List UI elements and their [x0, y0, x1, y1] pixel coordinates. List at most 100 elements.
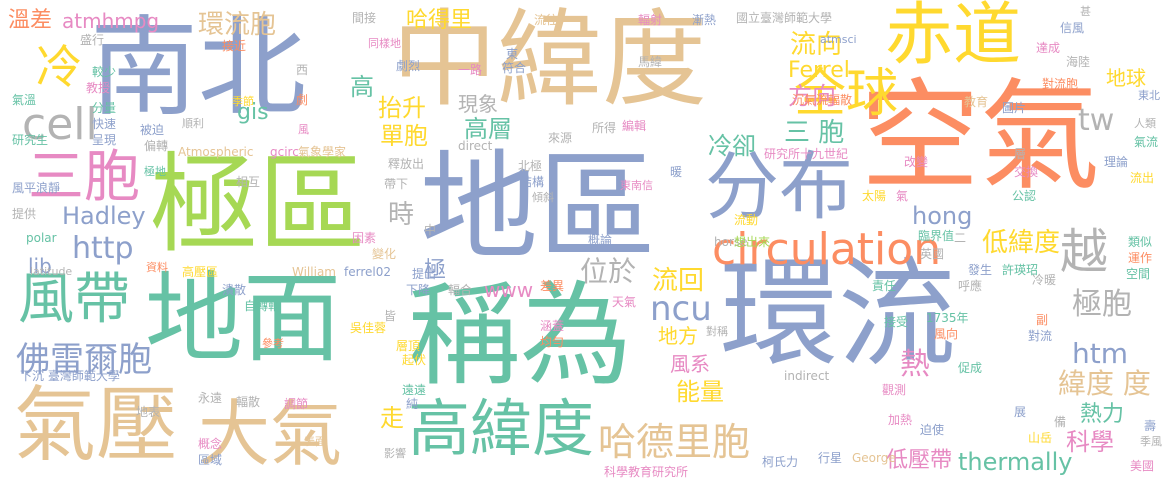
- word-cucheng: 促成: [958, 361, 983, 375]
- word-julie: 劇烈: [396, 59, 421, 73]
- word-wencha: 溫差: [8, 8, 53, 33]
- word-bianhua: 變化: [372, 247, 397, 261]
- word-atmsci: atmsci: [820, 33, 857, 46]
- word-www: www: [484, 278, 534, 302]
- word-thermally: thermally: [958, 448, 1073, 476]
- word-gcirc: gcirc: [270, 145, 299, 159]
- word-gaoyaqu: 高壓區: [182, 265, 219, 279]
- word-kuaisu: 快速: [92, 117, 117, 131]
- word-ju: 劇: [296, 93, 309, 107]
- word-qingxie: 傾斜: [532, 191, 554, 204]
- word-weidudu: 緯度 度: [1058, 367, 1151, 400]
- word-liuxiang: 流向: [790, 30, 843, 60]
- word-george: George: [852, 451, 896, 465]
- word-jiaoyu: 教育: [964, 95, 989, 109]
- word-kuisan: 潰散: [222, 283, 247, 297]
- word-hadeli: 哈得里: [406, 8, 473, 33]
- word-duiliu: 對流: [1028, 329, 1053, 343]
- word-duiliubao: 對流胞: [1042, 77, 1079, 91]
- word-bianji: 編輯: [622, 119, 647, 133]
- word-yilu: 一路: [458, 63, 483, 77]
- word-jieshou: 接受: [884, 315, 909, 329]
- word-jifeng: 季風: [1140, 435, 1162, 448]
- word-zhong: 中: [424, 223, 437, 237]
- word-1735: 1735年: [926, 311, 969, 325]
- word-jie: 皆: [384, 309, 397, 323]
- word-xi: 西: [296, 63, 309, 77]
- word-kongjian: 空間: [1126, 267, 1151, 281]
- word-jiaoshao: 較少: [92, 65, 117, 79]
- word-jiaoshou: 教授: [86, 81, 111, 95]
- word-diyadai: 低壓帶: [886, 448, 953, 473]
- word-xianghu: 相互: [236, 175, 261, 189]
- word-sanbao: 三胞: [28, 145, 140, 210]
- word-tigong: 提供: [12, 207, 37, 221]
- word-fushe: 輻射: [638, 13, 663, 27]
- word-ji: 極: [424, 258, 447, 283]
- word-jiaohuan: 交換: [1014, 165, 1039, 179]
- word-jidi: 極地: [144, 165, 166, 178]
- word-jijie: 季節: [232, 95, 254, 108]
- word-lib: lib: [28, 254, 52, 278]
- word-yanjiusheng: 研究生: [12, 133, 49, 147]
- word-indirect: indirect: [784, 369, 830, 383]
- word-fengdai: 風帶: [18, 267, 130, 332]
- word-chengxian: 呈現: [92, 133, 117, 147]
- word-er: 二: [954, 231, 967, 245]
- word-tongyangdi: 同樣地: [368, 37, 401, 50]
- word-qifu: 起伏: [402, 353, 427, 367]
- word-circulation: circulation: [712, 224, 942, 275]
- word-sanbao2: 三 胞: [784, 118, 845, 148]
- word-yongyuan: 永遠: [198, 391, 223, 405]
- word-leisi: 類似: [1128, 235, 1153, 249]
- word-zhan: 展: [1014, 405, 1027, 419]
- word-liuchu: 流出: [1130, 171, 1155, 185]
- word-chun: 純: [406, 397, 419, 411]
- word-danbao: 單胞: [380, 122, 428, 150]
- word-laiyuan: 來源: [548, 131, 573, 145]
- word-huying: 呼應: [958, 279, 983, 293]
- word-yingguo: 英國: [920, 247, 945, 261]
- word-tichu: 提出: [412, 267, 437, 281]
- word-gailun: 概論: [588, 233, 613, 247]
- word-hadley: Hadley: [62, 202, 146, 230]
- word-xiachen: 下沉 臺灣師範大學: [20, 369, 120, 383]
- word-zhongweidu: 中緯度: [392, 0, 708, 121]
- word-jibao: 極胞: [1072, 287, 1132, 322]
- word-shunli: 順利: [182, 117, 204, 130]
- word-gao: 高: [350, 73, 374, 101]
- word-jiejin: 接近: [222, 39, 247, 53]
- word-chengwei: 稱為: [408, 271, 632, 401]
- word-quyu: 區域: [198, 453, 223, 467]
- word-xuyingyao: 許瑛玿: [1002, 263, 1039, 277]
- word-fangxiang: 方向: [788, 82, 836, 110]
- word-hong: hong: [912, 202, 973, 230]
- word-diqiu: 地球: [1106, 66, 1146, 90]
- word-liudong: 流動: [734, 213, 759, 227]
- word-jianjie: 間接: [352, 11, 377, 25]
- word-pianzhuan: 偏轉: [144, 139, 169, 153]
- word-liuhui: 流回: [652, 266, 705, 296]
- word-xinfeng: 信風: [1060, 21, 1085, 35]
- word-shi: 時: [388, 200, 415, 230]
- word-tw: tw: [1078, 103, 1115, 138]
- word-poshi: 迫使: [920, 423, 945, 437]
- word-ferrel: Ferrel: [788, 58, 850, 83]
- word-tupian: 圖片: [1002, 101, 1027, 115]
- word-hadelibao: 哈德里胞: [598, 420, 751, 464]
- word-beiji: 北極: [518, 159, 543, 173]
- word-shengxing: 盛行: [80, 33, 105, 47]
- word-fasheng: 發生: [968, 263, 993, 277]
- word-atmospheric: Atmospheric: [178, 145, 254, 159]
- word-cankao: 參考: [262, 337, 284, 350]
- word-qiya: 氣壓: [14, 378, 179, 473]
- word-nengliang: 能量: [676, 378, 724, 406]
- word-http: http: [72, 231, 134, 266]
- word-renlei: 人類: [1134, 117, 1156, 130]
- word-foleier: 佛雷爾胞: [16, 340, 152, 380]
- word-tianqi: 天氣: [612, 295, 637, 309]
- word-horse: horse: [714, 235, 748, 249]
- word-keshili: 柯氏力: [762, 455, 799, 469]
- word-xianxiang: 現象: [458, 92, 498, 116]
- word-junyun: 均勻: [540, 335, 565, 349]
